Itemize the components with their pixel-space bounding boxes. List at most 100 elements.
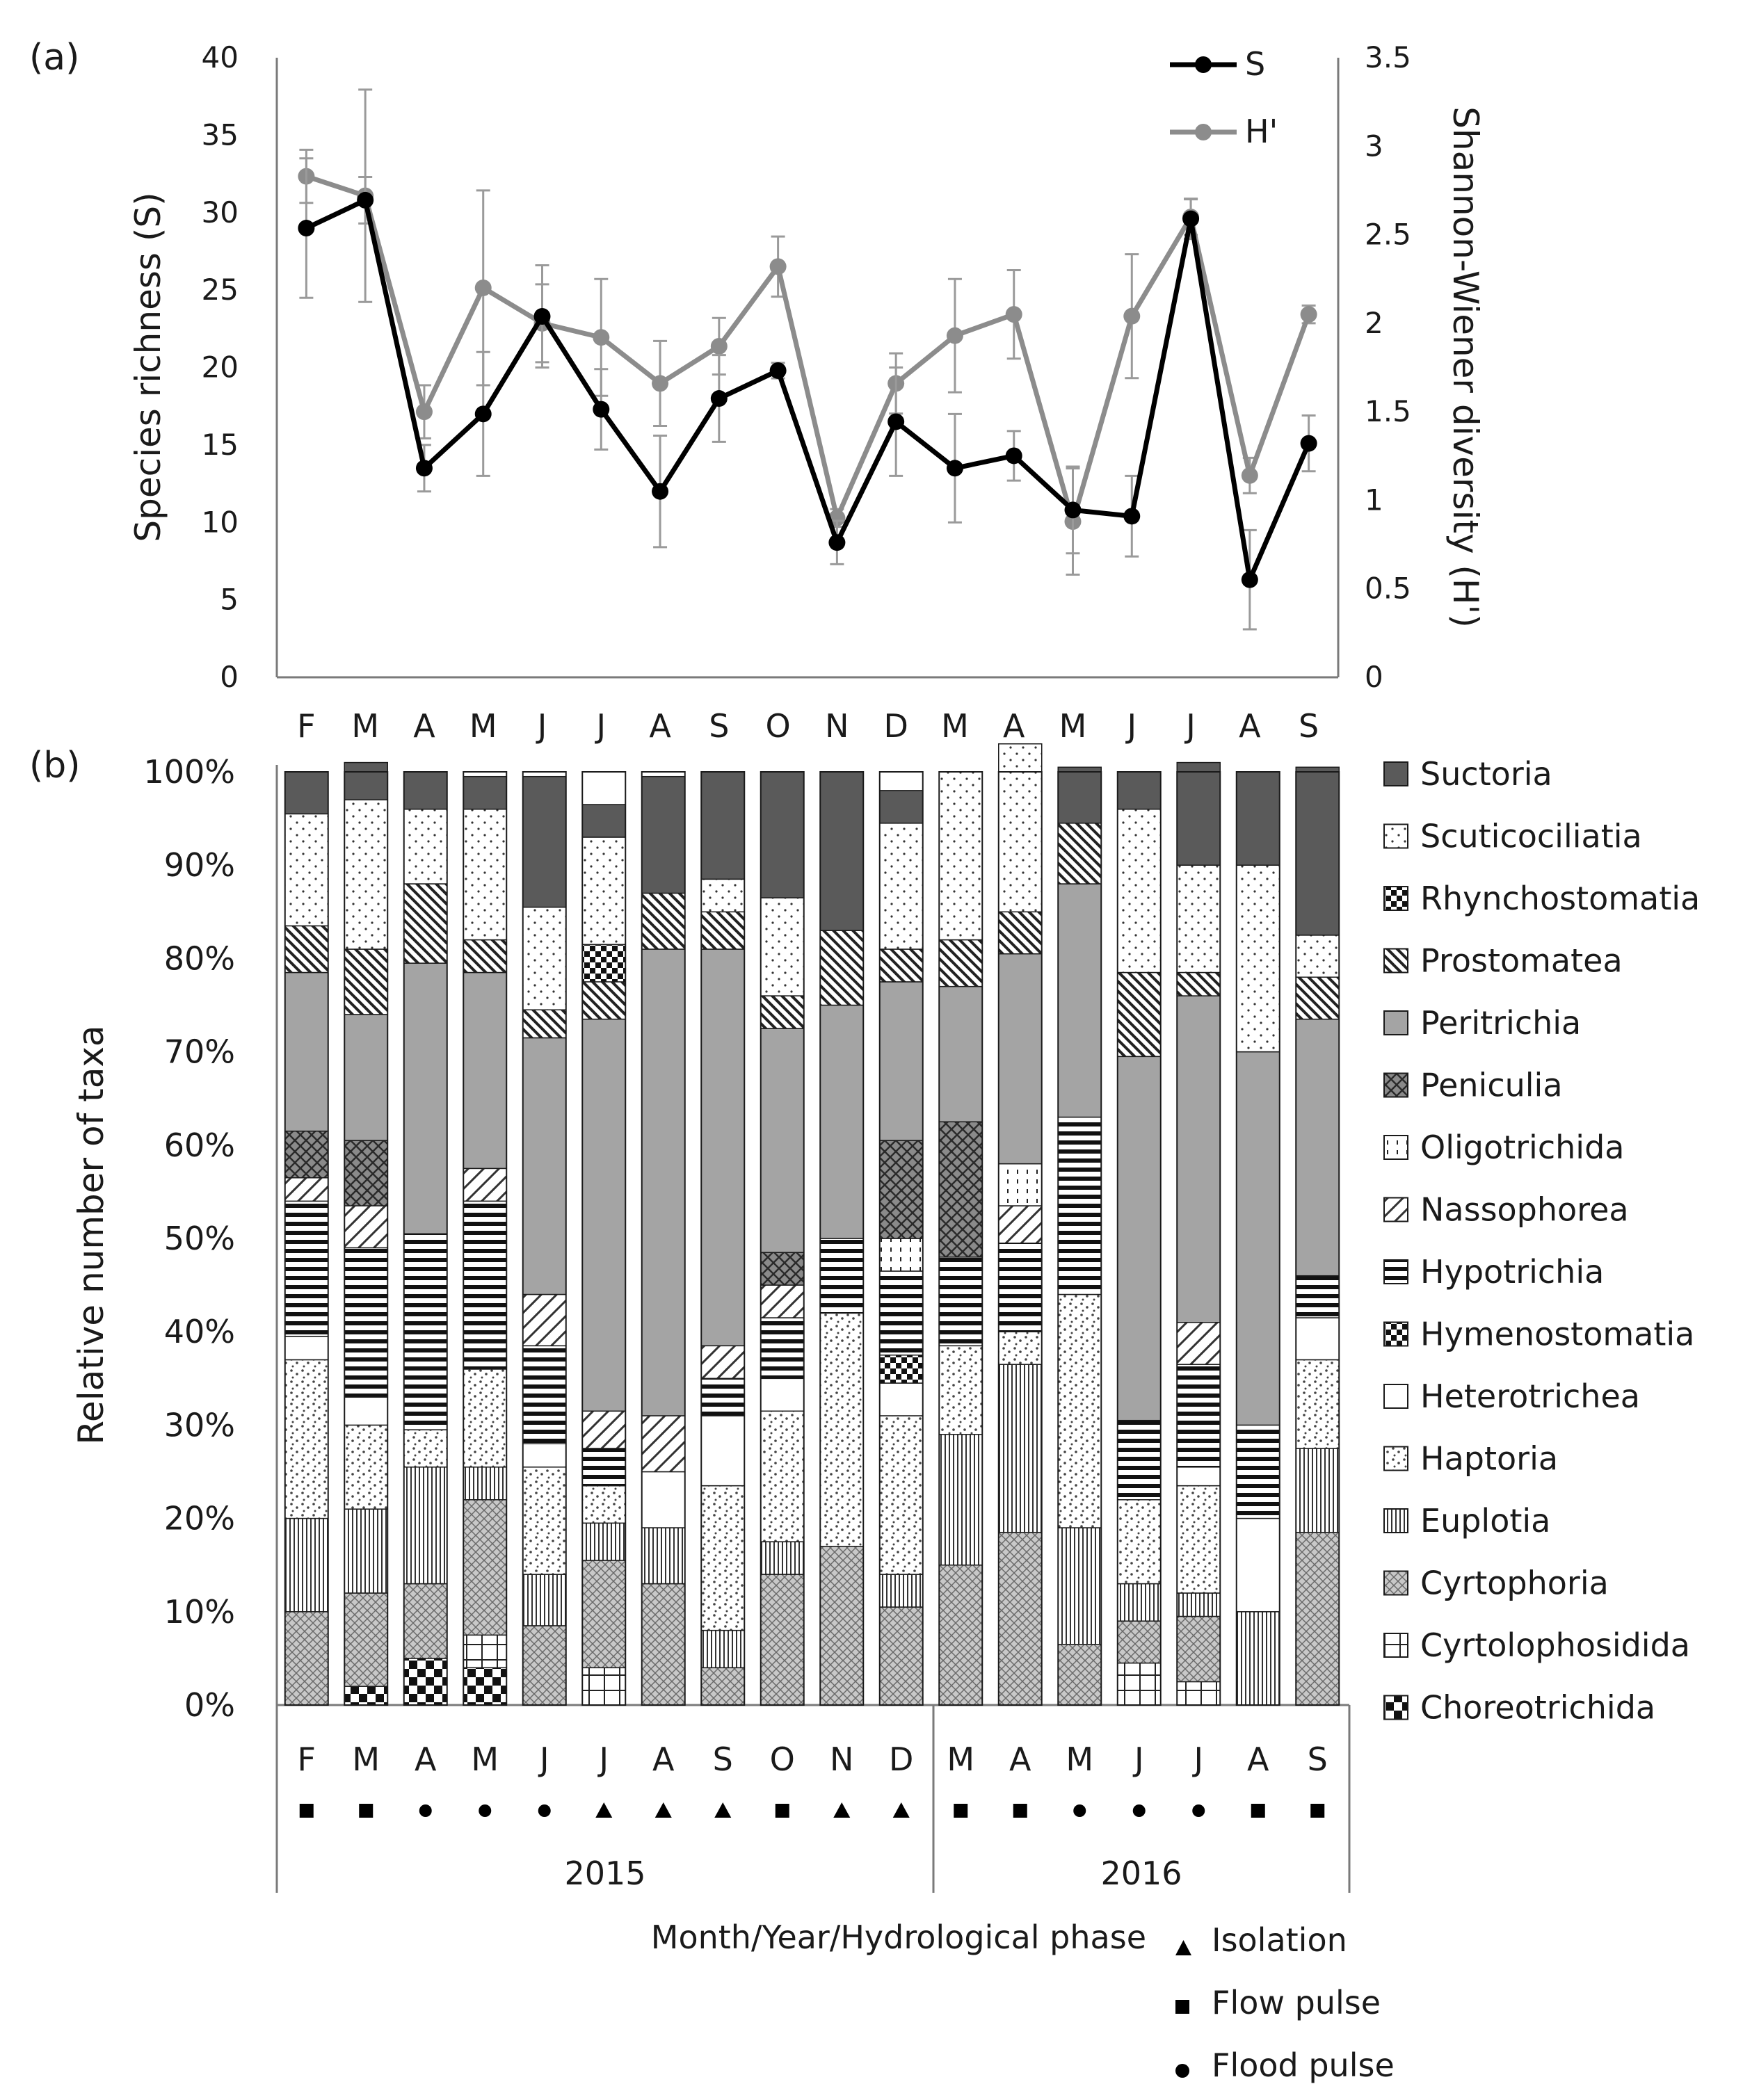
bar-outline [760,771,805,1706]
y-tick-label: 5 [220,583,239,617]
bar-segment [1236,1517,1280,1613]
y2-tick-label: 1 [1365,483,1383,517]
bar-segment [403,1583,448,1659]
bar-outline [463,771,508,1706]
bar-segment [641,948,686,1416]
x-tick-label: N [825,707,849,745]
legend-swatch [1383,1072,1408,1098]
bar-outline [641,771,686,1706]
data-point [1123,307,1141,325]
legend-swatch [1383,1446,1408,1471]
bar-segment [998,743,1043,913]
bar-segment [700,878,745,913]
bar-segment [1295,1317,1340,1361]
bar-outline [938,771,983,1706]
panel-label-b: (b) [29,745,81,786]
bar-segment [1295,1448,1340,1533]
bar-segment [938,985,983,1123]
bar-segment [522,1574,567,1626]
circle-icon [1175,2064,1189,2078]
data-point [1123,508,1141,525]
data-point [415,460,433,477]
bar-outline [819,771,865,1706]
legend-label: Rhynchostomatia [1420,880,1700,917]
y-tick-label: 40% [164,1313,235,1350]
bar-segment [879,1415,924,1575]
data-point [946,460,963,477]
circle-icon [1073,1804,1086,1817]
x-tick-label: S [713,1740,733,1778]
bar-segment [1117,771,1162,810]
data-point [652,375,669,392]
bar-segment [1176,864,1221,974]
bar-segment [1176,995,1221,1323]
data-point [1064,501,1082,519]
x-tick-label: M [1059,707,1087,745]
legend-label: Cyrtolophosidida [1420,1626,1690,1664]
phase-legend: Isolation Flow pulse Flood pulse [1175,1921,1395,2084]
bar-segment [463,1168,507,1202]
bar-segment [344,1140,388,1206]
bar-segment [522,1037,567,1295]
legend-label: Euplotia [1420,1502,1550,1540]
bar-segment [463,1499,507,1636]
bar-segment [403,808,448,885]
bar-segment [879,1238,924,1272]
bar-segment [998,1531,1043,1706]
x-tick-label: J [536,707,547,745]
taxa-legend: Suctoria Scuticociliatia Rhynchostomatia Pr… [1383,755,1700,1727]
y-tick-label: 10 [202,505,239,539]
bar-segment [581,1448,626,1487]
bar-segment [463,1467,507,1501]
legend-label-h: H' [1245,113,1278,150]
triangle-icon [833,1802,851,1818]
bar-segment [1295,1531,1340,1706]
bar-segment [879,1574,924,1608]
y-axis-title: Species richness (S) [128,192,168,542]
bar-segment [1117,971,1162,1058]
data-point [828,534,846,551]
bar-segment [938,1564,983,1706]
x-tick-label: M [1066,1740,1093,1778]
x-tick-label: M [947,1740,974,1778]
x-tick-label: J [597,1740,609,1778]
data-point [828,509,846,526]
y-tick-labels-left: 0 5 10 15 20 25 30 35 40 [202,40,239,694]
legend-swatch [1383,1633,1408,1658]
y2-tick-label: 1.5 [1365,394,1411,428]
bar-segment [522,1467,567,1575]
x-tick-label: F [298,1740,316,1778]
bars [284,743,1340,1706]
square-icon [954,1804,968,1818]
bar-segment [879,1382,924,1416]
legend-swatch [1383,1570,1408,1596]
data-point [415,403,433,421]
data-point [1241,467,1258,484]
bar-segment [344,799,388,950]
y-tick-label: 0 [220,660,239,694]
x-tick-label: S [1308,1740,1328,1778]
bar-segment [1176,1615,1221,1683]
bar-outline [878,771,924,1706]
circle-icon [1192,1804,1205,1817]
y-tick-label: 20 [202,350,239,385]
bar-segment [700,1667,745,1706]
bar-segment [1117,1583,1162,1622]
legend-label: Peritrichia [1420,1004,1581,1042]
x-tick-label: A [1247,1740,1269,1778]
bar-segment [760,1284,805,1318]
y2-tick-label: 2 [1365,306,1383,340]
bar-segment [284,1611,329,1706]
bar-segment [1236,1051,1280,1426]
circle-icon [479,1804,492,1817]
legend-label: Oligotrichida [1420,1129,1624,1166]
legend-swatch [1383,1695,1408,1720]
bar-segment [760,771,805,898]
legend-swatch [1383,1321,1408,1347]
data-point [710,337,728,355]
bar-segment [403,962,448,1235]
bar-segment [1295,1018,1340,1277]
data-point [769,258,787,275]
bar-segment [1236,1611,1280,1706]
